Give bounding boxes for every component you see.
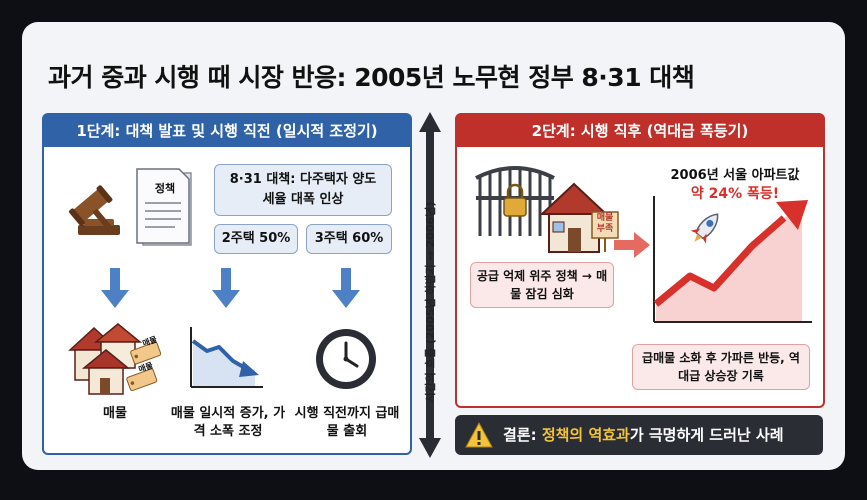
rebound-box: 급매물 소화 후 가파른 반등, 역대급 상승장 기록 (632, 344, 810, 390)
locked-gate-icon (475, 166, 555, 236)
warning-icon (465, 421, 493, 448)
houses-for-sale-icon (68, 323, 162, 395)
timeline-label-wrap: 시간의 흐름 (2005년 하반기 → 2006년) (420, 202, 440, 403)
page-title: 과거 중과 시행 때 시장 반응: 2005년 노무현 정부 8·31 대책 (48, 63, 695, 92)
stage2-header: 2단계: 시행 직후 (역대급 폭등기) (457, 115, 823, 147)
house-shortage-icon (539, 182, 619, 253)
outcome-label: 매물 일시적 증가, 가격 소폭 조정 (170, 406, 286, 439)
rocket-icon (690, 213, 719, 244)
price-label-line1: 2006년 서울 아파트값 (670, 168, 800, 183)
clock-icon (316, 329, 376, 389)
timeline-label: 시간의 흐름 (2005년 하반기 → 2006년) (424, 201, 437, 403)
outcome-label: 시행 직전까지 급매물 출회 (294, 406, 400, 439)
timeline-double-arrow (419, 112, 441, 458)
right-arrow-icon (614, 232, 650, 258)
tax-rate-2house: 2주택 50% (214, 224, 298, 254)
document-icon (136, 168, 192, 246)
gavel-icon (68, 185, 120, 235)
tax-rate-3house: 3주택 60% (306, 224, 392, 254)
conclusion-prefix: 결론: (503, 426, 542, 444)
supply-policy-box: 공급 억제 위주 정책 → 매물 잠김 심화 (470, 262, 614, 308)
down-arrow-icon (101, 268, 129, 308)
conclusion-highlight: 정책의 역효과 (541, 426, 630, 444)
down-arrow-icon (212, 268, 240, 308)
document-label: 정책 (154, 182, 176, 195)
house-sign-label: 매물 부족 (596, 213, 614, 234)
conclusion-suffix: 가 극명하게 드러난 사례 (629, 426, 784, 444)
policy-box: 8·31 대책: 다주택자 양도세율 대폭 인상 (214, 164, 392, 216)
declining-chart-icon (190, 327, 263, 388)
stage1-header: 1단계: 대책 발표 및 시행 직전 (일시적 조정기) (44, 115, 410, 147)
rising-chart-icon (653, 196, 812, 323)
outcome-label: 매물 (103, 406, 127, 421)
price-label-line2: 약 24% 폭등! (690, 186, 780, 202)
conclusion-bar: 결론: 정책의 역효과가 극명하게 드러난 사례 (455, 415, 823, 455)
down-arrow-icon (332, 268, 360, 308)
